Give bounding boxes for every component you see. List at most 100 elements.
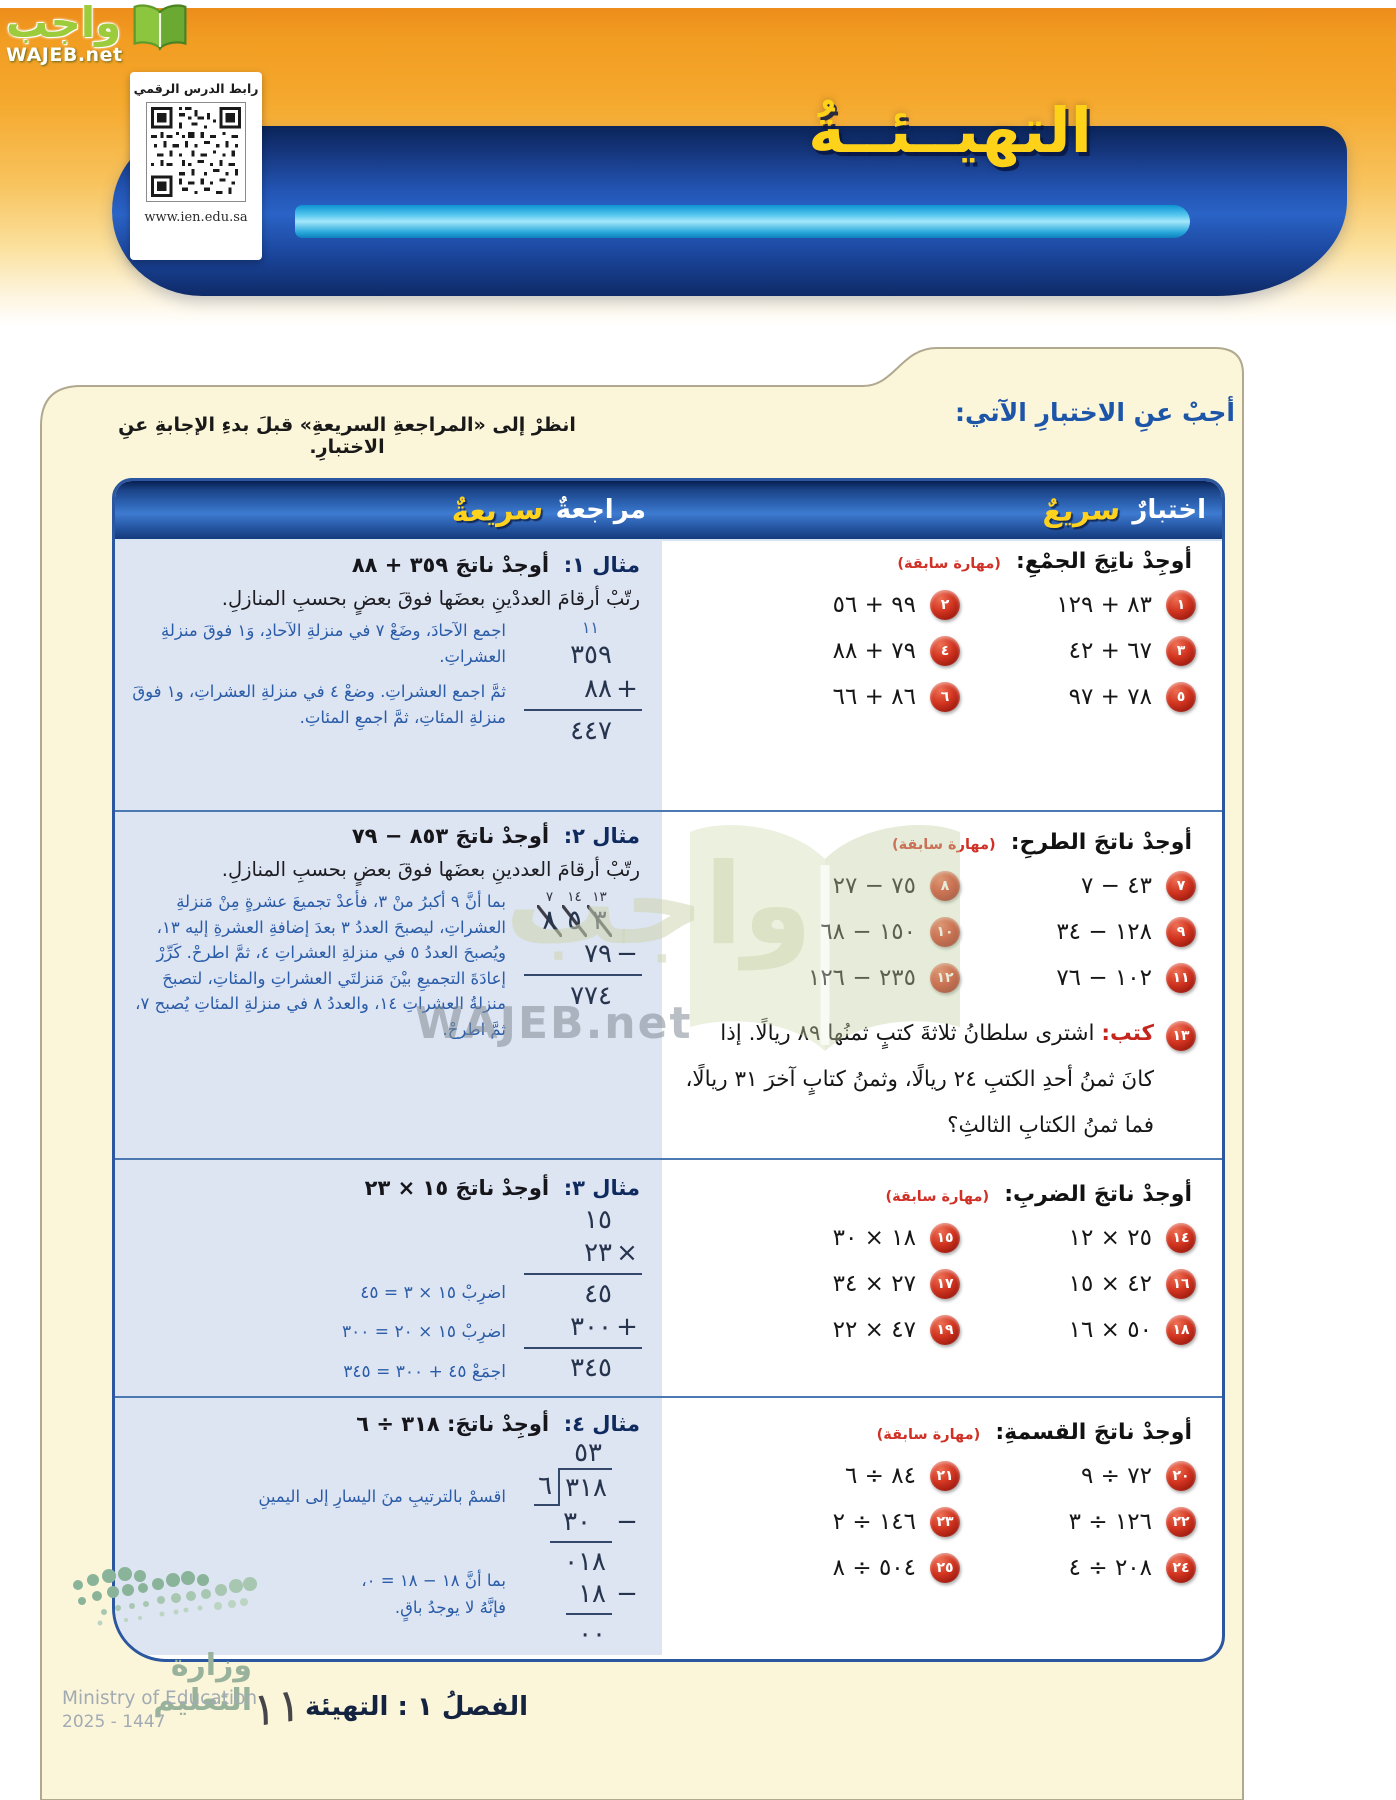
problem-item: ١٠ ١٥٠ − ٦٨ — [692, 917, 960, 947]
problem-expression: ٢٠٨ ÷ ٤ — [1068, 1555, 1152, 1581]
section-subtraction: أوجدْ ناتجَ الطرحِ: (مهارة سابقة) ٧ ٤٣ −… — [662, 812, 1222, 1158]
problem-item: ٥ ٧٨ + ٩٧ — [960, 682, 1196, 712]
problem-expression: ٨٣ + ١٢٩ — [1056, 592, 1152, 618]
problem-item: ١٩ ٤٧ × ٢٢ — [692, 1315, 960, 1345]
partial-product-2: ٣٠٠ — [570, 1312, 612, 1342]
example-1: مثال ١: أوجدْ ناتجَ ٣٥٩ + ٨٨ رتّبْ أرقام… — [115, 541, 662, 810]
plus-operator: + — [616, 674, 638, 704]
problem-number-badge: ٢٤ — [1166, 1553, 1196, 1583]
calc-result: ٤٤٧ — [570, 716, 612, 746]
section-title: أوجدْ ناتجَ القسمةِ: — [995, 1420, 1192, 1445]
problem-expression: ١٥٠ − ٦٨ — [820, 919, 916, 945]
example-2: مثال ٢: أوجدْ ناتجَ ٨٥٣ − ٧٩ رتّبْ أرقام… — [115, 812, 662, 1158]
note-text: فإنَّهُ لا يوجدُ باقٍ. — [394, 1598, 506, 1618]
crossed-digit: ٥ — [562, 905, 587, 937]
example-label: مثال ٣: — [563, 1176, 640, 1200]
example-1-notes: اجمع الآحادَ، وضَعْ ٧ في منزلةِ الآحادِ،… — [115, 618, 524, 748]
chapter-footer: الفصلُ ١ : التهيئة — [305, 1692, 529, 1722]
vertical-addition: ١١ ٣٥٩ ٨٨ + ٤٤٧ — [524, 618, 642, 748]
regroup-digits: ٧ ١٤ ١٣ — [524, 889, 612, 905]
word-problem-body: اشترى سلطانُ ثلاثةَ كتبٍ ثمنُها ٨٩ ريالً… — [685, 1021, 1154, 1139]
regroup-value: ٧ — [545, 889, 554, 905]
problem-expression: ٢٧ × ٣٤ — [832, 1271, 916, 1297]
note-text: ثمَّ اجمع العشراتِ. وضعْ ٤ في منزلةِ الع… — [132, 682, 506, 727]
section-title: أوجدْ ناتجَ الضربِ: — [1004, 1182, 1192, 1207]
note-text: اضرِبْ ١٥ × ٢٠ = ٣٠٠ — [341, 1322, 506, 1343]
division-bracket: ٦ ٣١٨ — [524, 1468, 612, 1506]
page-title: التهيــئــةُ — [808, 94, 1092, 167]
problem-item: ١١ ١٠٢ − ٧٦ — [960, 963, 1196, 993]
example-label: مثال ١: — [563, 553, 640, 577]
problem-number-badge: ٢١ — [930, 1461, 960, 1491]
multiplication-problems: ١٤ ٢٥ × ١٢ ١٥ ١٨ × ٣٠ ١٦ ٤٢ × ١٥ — [662, 1215, 1196, 1353]
example-title: أوجدْ ناتجَ ٣٥٩ + ٨٨ — [351, 553, 550, 577]
problem-expression: ٩٩ + ٥٦ — [832, 592, 916, 618]
problem-expression: ٥٠ × ١٦ — [1068, 1317, 1152, 1343]
problem-number-badge: ٢ — [930, 590, 960, 620]
addition-problems: ١ ٨٣ + ١٢٩ ٢ ٩٩ + ٥٦ ٣ ٦٧ + ٤٢ — [662, 582, 1196, 720]
problem-expression: ٧٨ + ٩٧ — [1068, 684, 1152, 710]
problem-item: ٣ ٦٧ + ٤٢ — [960, 636, 1196, 666]
instruction-answer-test: أجبْ عنِ الاختبارِ الآتي: — [955, 398, 1235, 427]
book-icon — [129, 2, 191, 62]
plus-operator: + — [616, 1312, 638, 1342]
problem-item: ١٥ ١٨ × ٣٠ — [692, 1223, 960, 1253]
problem-item: ١٦ ٤٢ × ١٥ — [960, 1269, 1196, 1299]
problem-item: ٢٣ ١٤٦ ÷ ٢ — [692, 1507, 960, 1537]
problem-number-badge: ١٢ — [930, 963, 960, 993]
wajeb-logo: واجب WAJEB.net — [6, 2, 221, 66]
problem-number-badge: ١٦ — [1166, 1269, 1196, 1299]
quick-review-label: مراجعةٌ — [555, 495, 646, 525]
minus-operator: − — [616, 1579, 638, 1609]
quiz-box: اختبارٌ سريعٌ مراجعةٌ سريعةٌ أوجِدْ ناتِ… — [112, 478, 1225, 1662]
problem-number-badge: ٢٠ — [1166, 1461, 1196, 1491]
example-4-note-2: بما أنَّ ١٨ − ١٨ = ٠، فإنَّهُ لا يوجدُ با… — [129, 1568, 506, 1621]
problem-number-badge: ٨ — [930, 871, 960, 901]
qr-label: رابط الدرس الرقمي — [133, 81, 259, 96]
calc-top: ٣٥٩ — [570, 640, 612, 670]
problem-expression: ٥٠٤ ÷ ٨ — [832, 1555, 916, 1581]
problem-number-badge: ٢٢ — [1166, 1507, 1196, 1537]
remainder: ٠٠ — [578, 1619, 606, 1649]
regroup-value: ١٣ — [592, 889, 607, 905]
problem-expression: ١٤٦ ÷ ٢ — [832, 1509, 916, 1535]
problem-item: ٦ ٨٦ + ٦٦ — [692, 682, 960, 712]
calc-bottom: ٧٩ — [584, 939, 612, 969]
problem-item: ٢٤ ٢٠٨ ÷ ٤ — [960, 1553, 1196, 1583]
problem-number-badge: ٩ — [1166, 917, 1196, 947]
problem-expression: ١٢٨ − ٣٤ — [1056, 919, 1152, 945]
problem-item: ٩ ١٢٨ − ٣٤ — [960, 917, 1196, 947]
quick-test-header: اختبارٌ سريعٌ — [662, 491, 1222, 529]
skill-tag: (مهارة سابقة) — [885, 1189, 990, 1205]
example-4: مثال ٤: أوجِدْ ناتجَ: ٣١٨ ÷ ٦ ٥٣ ٦ ٣١٨ ٣٠… — [115, 1398, 662, 1655]
quick-test-label-accent: سريعٌ — [1042, 491, 1122, 529]
partial-product-1: ٤٥ — [584, 1279, 612, 1309]
example-4-note-1: اقسمْ بالترتيبِ منَ اليسارِ إلى اليمينِ — [258, 1487, 506, 1506]
minus-operator: − — [616, 1507, 638, 1537]
calc-result: ٧٧٤ — [570, 981, 612, 1011]
quick-review-header: مراجعةٌ سريعةٌ — [115, 491, 662, 528]
note-text: بما أنَّ ١٨ − ١٨ = ٠، — [361, 1570, 506, 1590]
note-text: اضرِبْ ١٥ × ٣ = ٤٥ — [360, 1283, 506, 1303]
example-title: أوجدْ ناتجَ ٨٥٣ − ٧٩ — [351, 824, 550, 848]
problem-expression: ٦٧ + ٤٢ — [1068, 638, 1152, 664]
problem-item: ٢١ ٨٤ ÷ ٦ — [692, 1461, 960, 1491]
problem-number-badge: ٥ — [1166, 682, 1196, 712]
quick-test-label: اختبارٌ — [1132, 495, 1206, 525]
problem-expression: ١٢٦ ÷ ٣ — [1068, 1509, 1152, 1535]
divisor: ٦ — [534, 1468, 559, 1506]
problem-number-badge: ٣ — [1166, 636, 1196, 666]
problem-number-badge: ١٣ — [1166, 1021, 1196, 1051]
dividend: ٣١٨ — [558, 1468, 612, 1506]
problem-item: ٢٢ ١٢٦ ÷ ٣ — [960, 1507, 1196, 1537]
subtraction-problems: ٧ ٤٣ − ٧ ٨ ٧٥ − ٢٧ ٩ ١٢٨ − ٣٤ — [662, 863, 1196, 1001]
qr-code-icon — [146, 102, 246, 202]
problem-expression: ١٨ × ٣٠ — [832, 1225, 916, 1251]
section-division: أوجدْ ناتجَ القسمةِ: (مهارة سابقة) ٢٠ ٧٢… — [662, 1398, 1222, 1655]
example-title: أوجِدْ ناتجَ: ٣١٨ ÷ ٦ — [356, 1412, 550, 1436]
problem-item: ١ ٨٣ + ١٢٩ — [960, 590, 1196, 620]
problem-number-badge: ١٩ — [930, 1315, 960, 1345]
problem-expression: ٧٢ ÷ ٩ — [1081, 1463, 1152, 1489]
calc-multiplier: ٢٣ — [584, 1238, 612, 1268]
problem-number-badge: ١٥ — [930, 1223, 960, 1253]
